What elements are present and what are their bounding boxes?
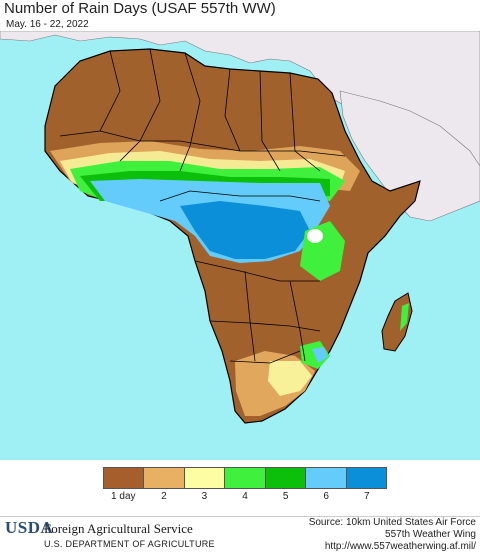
legend-swatch-6 (306, 468, 347, 488)
legend-label: 3 (201, 491, 208, 502)
country-borders (59, 48, 346, 364)
agency-name: Foreign Agricultural Service (44, 521, 193, 536)
legend-bar (103, 467, 387, 489)
legend-swatch-1 (104, 468, 145, 488)
legend-labels: 1 day 2 3 4 5 6 7 (103, 491, 387, 505)
source-url[interactable]: http://www.557weatherwing.af.mil/ (324, 541, 476, 552)
legend-swatch-2 (144, 468, 185, 488)
footer-divider (0, 516, 480, 517)
legend-swatch-3 (184, 468, 226, 488)
department-name: U.S. DEPARTMENT OF AGRICULTURE (44, 539, 215, 549)
map-canvas (0, 31, 480, 460)
legend-label: 7 (363, 491, 370, 502)
legend-swatch-4 (225, 468, 266, 488)
source-line-2: 557th Weather Wing (385, 529, 476, 540)
date-range: May. 16 - 22, 2022 (6, 19, 89, 30)
legend-label: 5 (282, 491, 289, 502)
africa-map (0, 31, 480, 460)
arabia-land (339, 90, 480, 222)
legend-label: 4 (242, 491, 248, 502)
legend-swatch-5 (265, 468, 307, 488)
legend-swatch-7 (346, 468, 386, 488)
source-line-1: Source: 10km United States Air Force (308, 517, 476, 528)
legend-label: 1 day (111, 491, 136, 502)
legend-label: 2 (161, 491, 167, 502)
map-title: Number of Rain Days (USAF 557th WW) (4, 0, 276, 17)
usda-logo: USDA (5, 518, 54, 537)
legend-label: 6 (323, 491, 329, 502)
